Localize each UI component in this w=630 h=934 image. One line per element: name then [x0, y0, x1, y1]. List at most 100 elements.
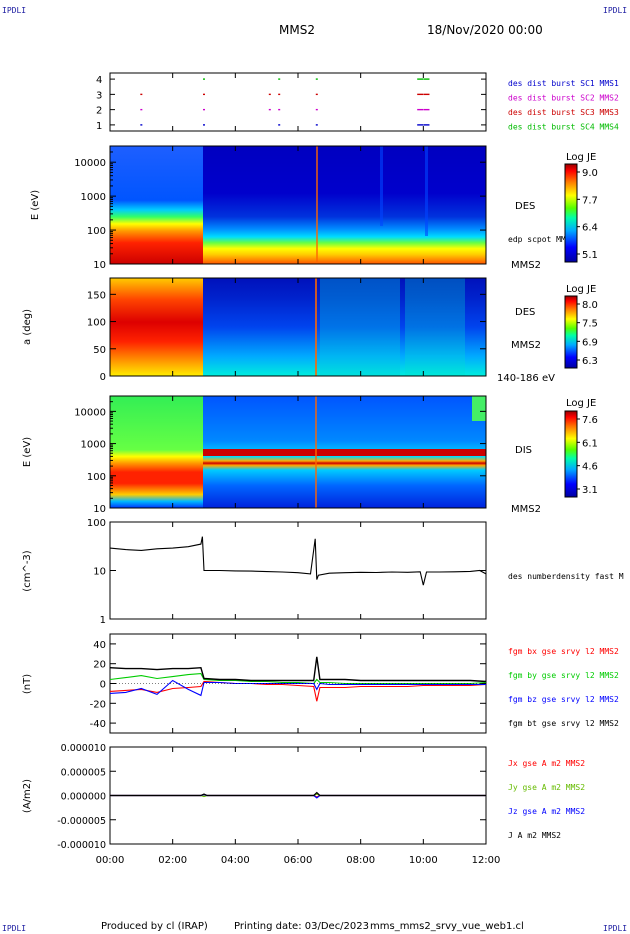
des-pitch-stripe — [315, 278, 317, 376]
des-energy-ylabel: E (eV) — [30, 190, 41, 220]
fgm-legend-1: fgm by gse srvy l2 MMS2 — [508, 671, 619, 680]
des-energy-bg-before — [110, 146, 203, 264]
current-line-3 — [110, 791, 486, 797]
des-pitch-colorbar-ticks: 8.0 7.5 6.9 6.3 — [577, 300, 598, 367]
pitch-ytick-label-3: 150 — [87, 290, 106, 301]
density-legend-label: des numberdensity fast M — [508, 572, 624, 581]
des-energy-stripe-a — [316, 146, 318, 264]
des-pitch-ylabel: a (deg) — [22, 309, 33, 345]
dis-energy-ytick-label-0: 10 — [93, 504, 106, 515]
dis-energy-colorbar-title: Log JE — [566, 398, 596, 409]
current-legend-1: Jy gse A m2 MMS2 — [508, 783, 585, 792]
dis-energy-bg-before — [110, 396, 203, 508]
burst-mark-3-5 — [417, 93, 424, 96]
current-ytick-label-2: 0.000000 — [61, 792, 106, 803]
des-pitch-cbtick-label-2: 6.9 — [582, 337, 598, 348]
dis-energy-cbtick-label-1: 6.1 — [582, 438, 598, 449]
current-legend: Jx gse A m2 MMS2 Jy gse A m2 MMS2 Jz gse A… — [508, 759, 585, 840]
fgm-legend: fgm bx gse srvy l2 MMS2 fgm by gse srvy l… — [508, 647, 619, 728]
burst-legend-2: des dist burst SC2 MMS2 — [508, 94, 619, 103]
burst-mark-3-3 — [278, 93, 281, 96]
des-pitch-bg-before — [110, 278, 203, 376]
des-energy-ytick-label-2: 1000 — [81, 192, 106, 203]
panel-des-energy: E (eV) 10 100 1000 10000 DES edp scpot MMS2… — [30, 145, 598, 271]
footer-produced: Produced by cl (IRAP) — [101, 921, 208, 932]
des-energy-y-ticks: 10 100 1000 10000 — [74, 145, 486, 271]
des-energy-right-label: DES — [515, 201, 535, 212]
dis-energy-stripe — [315, 396, 317, 508]
des-energy-cbtick-label-0: 9.0 — [582, 168, 598, 179]
time-axis: 00:00 02:00 04:00 06:00 08:00 10:00 12:00 — [96, 73, 500, 866]
burst-legend-1: des dist burst SC1 MMS1 — [508, 79, 619, 88]
fgm-legend-3: fgm bt gse srvy l2 MMS2 — [508, 719, 619, 728]
burst-mark-3-0 — [140, 93, 143, 96]
burst-mark-2-5 — [417, 108, 424, 111]
density-series — [109, 536, 487, 586]
dis-energy-ytick-label-3: 10000 — [74, 407, 106, 418]
dis-energy-cbtick-label-2: 4.6 — [582, 462, 598, 473]
time-tick-label-0: 00:00 — [96, 855, 125, 866]
des-pitch-cbtick-label-3: 6.3 — [582, 356, 598, 367]
des-energy-ytick-label-0: 10 — [93, 260, 106, 271]
dis-energy-cbtick-label-3: 3.1 — [582, 485, 598, 496]
panel-density: (cm^-3) 1 10 100 des numberdensity fast M — [22, 518, 624, 626]
des-pitch-patch-b — [405, 278, 465, 376]
des-energy-cbtick-label-3: 5.1 — [582, 250, 598, 261]
pitch-ytick-label-0: 0 — [100, 372, 106, 383]
des-energy-cbtick-label-2: 6.4 — [582, 223, 598, 234]
burst-legend-3: des dist burst SC3 MMS3 — [508, 108, 619, 117]
burst-ytick-label-2: 3 — [96, 90, 102, 101]
des-pitch-y-ticks: 0 50 100 150 — [87, 290, 486, 383]
corner-label-tr: IPDLI — [603, 6, 627, 15]
density-ytick-label-1: 10 — [93, 567, 106, 578]
density-frame — [109, 521, 487, 620]
des-energy-ytick-label-3: 10000 — [74, 158, 106, 169]
density-line-0 — [109, 536, 487, 586]
des-pitch-bottom-label: 140-186 eV — [497, 373, 555, 384]
spacecraft-title: MMS2 — [279, 23, 315, 37]
burst-mark-3-1 — [203, 93, 205, 96]
des-pitch-bg-after — [203, 278, 486, 376]
fgm-ytick-label-3: -20 — [90, 699, 106, 710]
des-energy-right-label2: edp scpot MMS2 — [508, 235, 576, 244]
density-ytick-label-2: 100 — [87, 518, 106, 529]
dis-energy-colorbar-ticks: 7.6 6.1 4.6 3.1 — [577, 415, 598, 496]
burst-mark-3-6 — [423, 93, 430, 96]
density-y-ticks: 1 10 100 — [87, 518, 486, 626]
density-ylabel: (cm^-3) — [22, 550, 33, 591]
fgm-line-0 — [109, 680, 487, 702]
burst-legend: des dist burst SC1 MMS1 des dist burst SC… — [508, 79, 619, 132]
corner-label-br: IPDLI — [603, 924, 627, 933]
density-ytick-label-0: 1 — [100, 615, 106, 626]
burst-mark-2-4 — [315, 108, 318, 111]
burst-mark-2-3 — [278, 108, 281, 111]
dis-energy-colorbar — [564, 410, 578, 498]
des-energy-bottom-label: MMS2 — [511, 260, 541, 271]
current-ytick-label-3: -0.000005 — [57, 816, 106, 827]
fgm-line-1 — [109, 673, 487, 685]
panel-burst-frame — [109, 72, 487, 132]
burst-y-ticks: 1 2 3 4 — [96, 75, 486, 132]
burst-mark-1-4 — [417, 124, 424, 126]
des-pitch-patch-a — [320, 278, 400, 376]
fgm-line-3 — [109, 656, 487, 683]
fgm-ylabel: (nT) — [22, 674, 33, 694]
burst-mark-1-1 — [203, 124, 205, 126]
dis-energy-bottom-label: MMS2 — [511, 504, 541, 515]
burst-mark-4-3 — [417, 78, 424, 80]
fgm-ytick-label-4: -40 — [90, 719, 106, 730]
dis-energy-ion-band — [203, 449, 486, 456]
datetime-title: 18/Nov/2020 00:00 — [427, 23, 543, 37]
footer-printing: Printing date: 03/Dec/2023 — [234, 921, 369, 932]
pitch-ytick-label-1: 50 — [93, 345, 106, 356]
burst-mark-1-5 — [423, 124, 430, 126]
burst-ytick-label-1: 2 — [96, 106, 102, 117]
corner-label-tl: IPDLI — [2, 6, 26, 15]
current-legend-3: J A m2 MMS2 — [508, 831, 561, 840]
fgm-ytick-label-2: 0 — [100, 680, 106, 691]
time-tick-label-4: 08:00 — [346, 855, 375, 866]
panel-fgm: (nT) 40 20 0 -20 -40 fgm bx gse srvy l2 MMS2… — [22, 633, 619, 734]
fgm-legend-0: fgm bx gse srvy l2 MMS2 — [508, 647, 619, 656]
